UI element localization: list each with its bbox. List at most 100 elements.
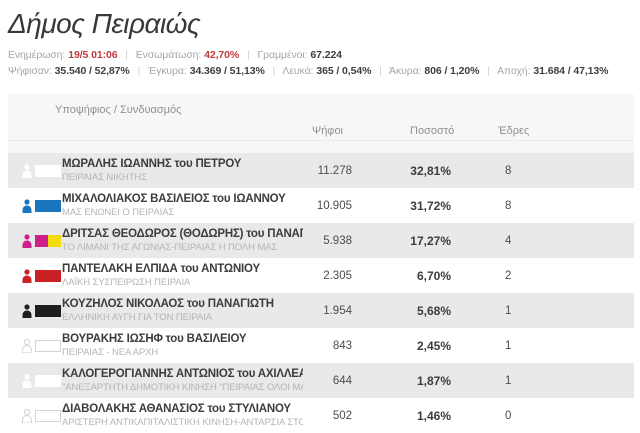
party-name: ΜΑΣ ΕΝΩΝΕΙ Ο ΠΕΙΡΑΙΑΣ <box>62 206 175 218</box>
stat-label: Ενημέρωση: <box>8 49 66 61</box>
percent-value: 31,72% <box>410 198 451 213</box>
stat-value: 35.540 / 52,87% <box>54 65 130 77</box>
percent-value: 17,27% <box>410 233 451 248</box>
votes-value: 2.305 <box>323 269 352 282</box>
flag-icon <box>35 304 61 317</box>
seats-value: 1 <box>505 304 512 317</box>
result-row[interactable]: ΒΟΥΡΑΚΗΣ ΙΩΣΗΦ του ΒΑΣΙΛΕΙΟΥ ΠΕΙΡΑΙΑΣ - … <box>8 328 634 363</box>
col-header-candidate: Υποψήφιος / Συνδυασμός <box>55 104 182 116</box>
candidate-icon <box>8 373 62 388</box>
party-name: ΕΛΛΗΝΙΚΗ ΑΥΓΗ ΓΙΑ ΤΟΝ ΠΕΙΡΑΙΑ <box>62 311 212 323</box>
col-header-seats: Έδρες <box>498 125 530 137</box>
stat-value: 19/5 01:06 <box>68 49 118 61</box>
stat-label: Αποχή: <box>497 65 531 77</box>
seats-value: 8 <box>505 164 512 177</box>
percent-value: 1,87% <box>416 373 451 388</box>
page-title: Δήμος Πειραιώς <box>8 8 201 39</box>
votes-value: 1.954 <box>323 304 352 317</box>
votes-value: 644 <box>332 374 352 387</box>
flag-icon <box>35 409 61 422</box>
flag-icon <box>35 339 61 352</box>
stats-line-2: Ψήφισαν: 35.540 / 52,87% | Έγκυρα: 34.369 … <box>8 63 633 79</box>
seats-value: 8 <box>505 199 512 212</box>
flag-icon <box>35 199 61 212</box>
stats-line-1: Ενημέρωση: 19/5 01:06 | Ενσωμάτωση: 42,70%… <box>8 47 633 63</box>
flag-icon <box>35 269 61 282</box>
col-header-percent: Ποσοστό <box>410 125 455 137</box>
party-name: "ΑΝΕΞΑΡΤΗΤΗ ΔΗΜΟΤΙΚΗ ΚΙΝΗΣΗ "ΠΕΙΡΑΙΑΣ ΟΛ… <box>62 381 303 393</box>
result-row[interactable]: ΔΙΑΒΟΛΑΚΗΣ ΑΘΑΝΑΣΙΟΣ του ΣΤΥΛΙΑΝΟΥ ΑΡΙΣΤ… <box>8 398 634 433</box>
result-row[interactable]: ΚΑΛΟΓΕΡΟΓΙΑΝΝΗΣ ΑΝΤΩΝΙΟΣ του ΑΧΙΛΛΕΑ "ΑΝ… <box>8 363 634 398</box>
result-row[interactable]: ΜΩΡΑΛΗΣ ΙΩΑΝΝΗΣ του ΠΕΤΡΟΥ ΠΕΙΡΑΙΑΣ ΝΙΚΗ… <box>8 153 634 188</box>
stat-separator: | <box>272 65 276 77</box>
candidate-name: ΔΙΑΒΟΛΑΚΗΣ ΑΘΑΝΑΣΙΟΣ του ΣΤΥΛΙΑΝΟΥ <box>62 402 291 415</box>
person-icon <box>22 408 32 423</box>
results-table: Υποψήφιος / Συνδυασμός Ψήφοι Ποσοστό Έδρ… <box>8 94 634 433</box>
candidate-name: ΜΙΧΑΛΟΛΙΑΚΟΣ ΒΑΣΙΛΕΙΟΣ του ΙΩΑΝΝΟΥ <box>62 192 286 205</box>
stat-label: Έγκυρα: <box>147 65 187 77</box>
votes-value: 11.278 <box>317 164 352 177</box>
stat-separator: | <box>246 49 250 61</box>
votes-value: 843 <box>332 339 352 352</box>
stat-value: 806 / 1,20% <box>424 65 480 77</box>
candidate-name: ΜΩΡΑΛΗΣ ΙΩΑΝΝΗΣ του ΠΕΤΡΟΥ <box>62 157 242 170</box>
person-icon <box>22 373 32 388</box>
percent-value: 5,68% <box>416 303 451 318</box>
party-name: ΤΟ ΛΙΜΑΝΙ ΤΗΣ ΑΓΩΝΙΑΣ-ΠΕΙΡΑΙΑΣ Η ΠΟΛΗ ΜΑ… <box>62 241 278 253</box>
party-name: ΠΕΙΡΑΙΑΣ - ΝΕΑ ΑΡΧΗ <box>62 346 159 358</box>
table-header: Υποψήφιος / Συνδυασμός Ψήφοι Ποσοστό Έδρ… <box>8 94 634 153</box>
candidate-name: ΠΑΝΤΕΛΑΚΗ ΕΛΠΙΔΑ του ΑΝΤΩΝΙΟΥ <box>62 262 260 275</box>
candidate-name: ΔΡΙΤΣΑΣ ΘΕΟΔΩΡΟΣ (ΘΟΔΩΡΗΣ) του ΠΑΝΑΓ <box>62 227 303 240</box>
candidate-icon <box>8 198 62 213</box>
seats-value: 0 <box>505 409 512 422</box>
candidate-name: ΚΑΛΟΓΕΡΟΓΙΑΝΝΗΣ ΑΝΤΩΝΙΟΣ του ΑΧΙΛΛΕΑ <box>62 367 303 380</box>
stat-value: 42,70% <box>204 49 240 61</box>
stat-value: 67.224 <box>310 49 342 61</box>
candidate-icon <box>8 303 62 318</box>
result-row[interactable]: ΜΙΧΑΛΟΛΙΑΚΟΣ ΒΑΣΙΛΕΙΟΣ του ΙΩΑΝΝΟΥ ΜΑΣ Ε… <box>8 188 634 223</box>
result-row[interactable]: ΔΡΙΤΣΑΣ ΘΕΟΔΩΡΟΣ (ΘΟΔΩΡΗΣ) του ΠΑΝΑΓ ΤΟ … <box>8 223 634 258</box>
party-name: ΛΑΪΚΗ ΣΥΣΠΕΙΡΩΣΗ ΠΕΙΡΑΙΑ <box>62 276 191 288</box>
result-row[interactable]: ΠΑΝΤΕΛΑΚΗ ΕΛΠΙΔΑ του ΑΝΤΩΝΙΟΥ ΛΑΪΚΗ ΣΥΣΠ… <box>8 258 634 293</box>
stat-label: Λευκά: <box>282 65 314 77</box>
votes-value: 10.905 <box>316 199 352 212</box>
stat-value: 31.684 / 47,13% <box>533 65 609 77</box>
candidate-icon <box>8 338 62 353</box>
votes-value: 502 <box>332 409 352 422</box>
candidate-name: ΚΟΥΖΗΛΟΣ ΝΙΚΟΛΑΟΣ του ΠΑΝΑΓΙΩΤΗ <box>62 297 274 310</box>
party-name: ΠΕΙΡΑΙΑΣ ΝΙΚΗΤΗΣ <box>62 171 147 183</box>
candidate-icon <box>8 233 62 248</box>
seats-value: 4 <box>505 234 512 247</box>
person-icon <box>22 233 32 248</box>
person-icon <box>22 303 32 318</box>
stat-value: 34.369 / 51,13% <box>189 65 265 77</box>
votes-value: 5.938 <box>323 234 352 247</box>
stat-separator: | <box>379 65 382 77</box>
percent-value: 32,81% <box>410 163 451 178</box>
stat-separator: | <box>487 65 490 77</box>
stat-label: Άκυρα: <box>389 65 422 77</box>
percent-value: 2,45% <box>416 338 451 353</box>
candidate-icon <box>8 268 62 283</box>
seats-value: 1 <box>505 339 512 352</box>
percent-value: 1,46% <box>416 408 451 423</box>
person-icon <box>22 163 32 178</box>
person-icon <box>22 198 32 213</box>
flag-icon <box>35 234 61 247</box>
stat-separator: | <box>137 65 141 77</box>
stat-label: Γραμμένοι: <box>257 49 308 61</box>
col-header-votes: Ψήφοι <box>312 125 344 137</box>
table-body: ΜΩΡΑΛΗΣ ΙΩΑΝΝΗΣ του ΠΕΤΡΟΥ ΠΕΙΡΑΙΑΣ ΝΙΚΗ… <box>8 153 634 433</box>
stat-label: Ψήφισαν: <box>8 65 52 77</box>
percent-value: 6,70% <box>416 268 451 283</box>
party-name: ΑΡΙΣΤΕΡΗ ΑΝΤΙΚΑΠΙΤΑΛΙΣΤΙΚΗ ΚΙΝΗΣΗ-ΑΝΤΑΡΣ… <box>62 416 303 428</box>
flag-icon <box>35 164 61 177</box>
seats-value: 1 <box>505 374 512 387</box>
person-icon <box>22 338 32 353</box>
stat-value: 365 / 0,54% <box>316 65 372 77</box>
result-row[interactable]: ΚΟΥΖΗΛΟΣ ΝΙΚΟΛΑΟΣ του ΠΑΝΑΓΙΩΤΗ ΕΛΛΗΝΙΚΗ… <box>8 293 634 328</box>
seats-value: 2 <box>505 269 512 282</box>
candidate-icon <box>8 163 62 178</box>
person-icon <box>22 268 32 283</box>
